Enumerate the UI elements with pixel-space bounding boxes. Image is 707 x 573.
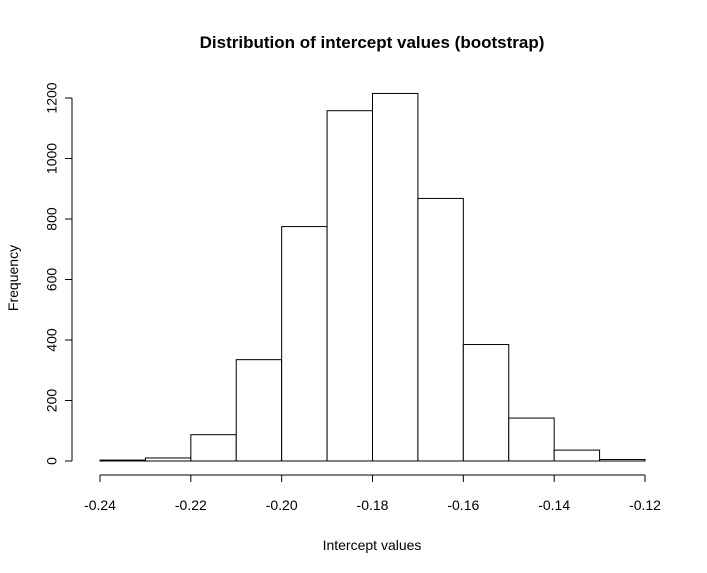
y-tick-label: 1200 bbox=[44, 82, 60, 113]
y-tick-label: 400 bbox=[44, 328, 60, 352]
histogram-bar-6 bbox=[372, 92, 419, 462]
histogram-bar-8 bbox=[462, 344, 510, 462]
y-tick-label: 800 bbox=[44, 207, 60, 231]
histogram-bar-10 bbox=[553, 449, 601, 462]
x-axis-label: Intercept values bbox=[323, 537, 422, 553]
y-axis-label: Frequency bbox=[5, 245, 21, 311]
x-tick-label: -0.18 bbox=[357, 497, 389, 513]
x-tick-label: -0.20 bbox=[266, 497, 298, 513]
chart-title: Distribution of intercept values (bootst… bbox=[200, 33, 545, 52]
histogram-bar-11 bbox=[599, 458, 646, 462]
x-tick-label: -0.24 bbox=[84, 497, 116, 513]
y-tick-label: 600 bbox=[44, 268, 60, 292]
histogram-bar-7 bbox=[417, 197, 464, 462]
histogram-bar-2 bbox=[190, 434, 237, 462]
y-axis: 0 200 400 600 800 1000 1200 bbox=[44, 82, 73, 465]
histogram-bar-4 bbox=[281, 226, 328, 462]
histogram-bar-9 bbox=[508, 417, 555, 462]
x-axis: -0.24 -0.22 -0.20 -0.18 -0.16 -0.14 -0.12 bbox=[84, 474, 661, 513]
histogram-bar-1 bbox=[144, 457, 192, 462]
histogram-bar-0 bbox=[99, 459, 146, 462]
y-tick-label: 0 bbox=[44, 457, 60, 465]
x-tick-label: -0.12 bbox=[629, 497, 661, 513]
x-tick-label: -0.14 bbox=[538, 497, 570, 513]
y-tick-label: 200 bbox=[44, 389, 60, 413]
bars-group bbox=[99, 92, 646, 462]
x-tick-label: -0.16 bbox=[447, 497, 479, 513]
x-tick-label: -0.22 bbox=[175, 497, 207, 513]
histogram-bar-5 bbox=[326, 110, 374, 462]
histogram-bar-3 bbox=[235, 359, 283, 462]
y-tick-label: 1000 bbox=[44, 143, 60, 174]
